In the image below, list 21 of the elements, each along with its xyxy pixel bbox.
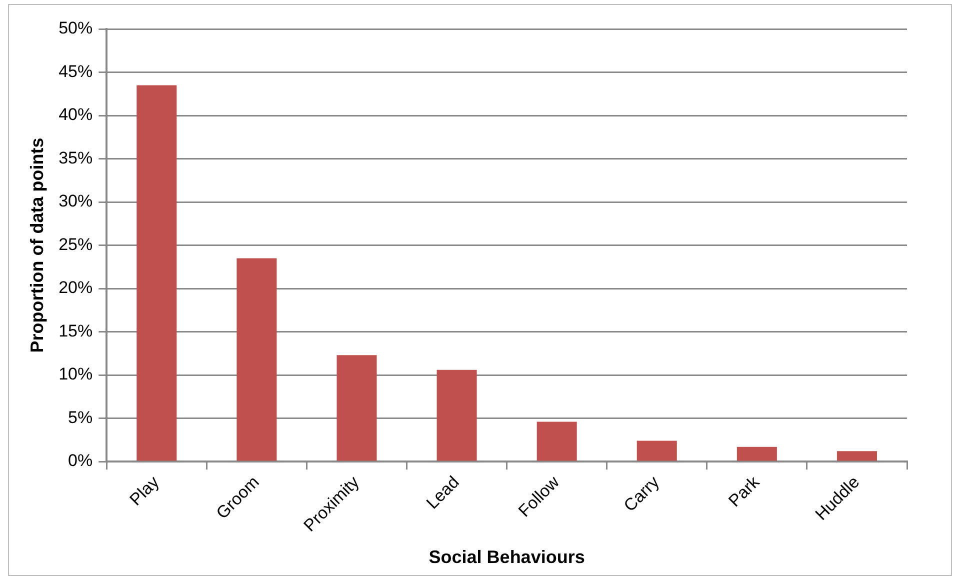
bar: [436, 370, 477, 461]
bar: [636, 440, 677, 461]
bar: [736, 446, 777, 461]
y-tick-label: 45%: [58, 62, 93, 81]
bar: [136, 85, 177, 461]
x-axis-title: Social Behaviours: [428, 547, 585, 568]
y-tick-label: 20%: [58, 278, 93, 298]
y-tick-label: 0%: [68, 451, 93, 470]
y-tick-label: 10%: [58, 364, 93, 384]
y-tick-label: 40%: [58, 105, 93, 124]
y-axis-title: Proportion of data points: [26, 138, 47, 353]
y-tick-label: 5%: [68, 408, 93, 427]
bar: [536, 422, 577, 461]
bar: [236, 258, 277, 461]
y-tick-label: 25%: [58, 234, 93, 254]
y-tick-label: 50%: [58, 18, 93, 38]
y-tick-label: 15%: [58, 321, 93, 340]
bar: [836, 451, 877, 461]
y-tick-label: 35%: [58, 148, 93, 168]
y-tick-label: 30%: [58, 192, 93, 211]
bar: [336, 355, 377, 461]
